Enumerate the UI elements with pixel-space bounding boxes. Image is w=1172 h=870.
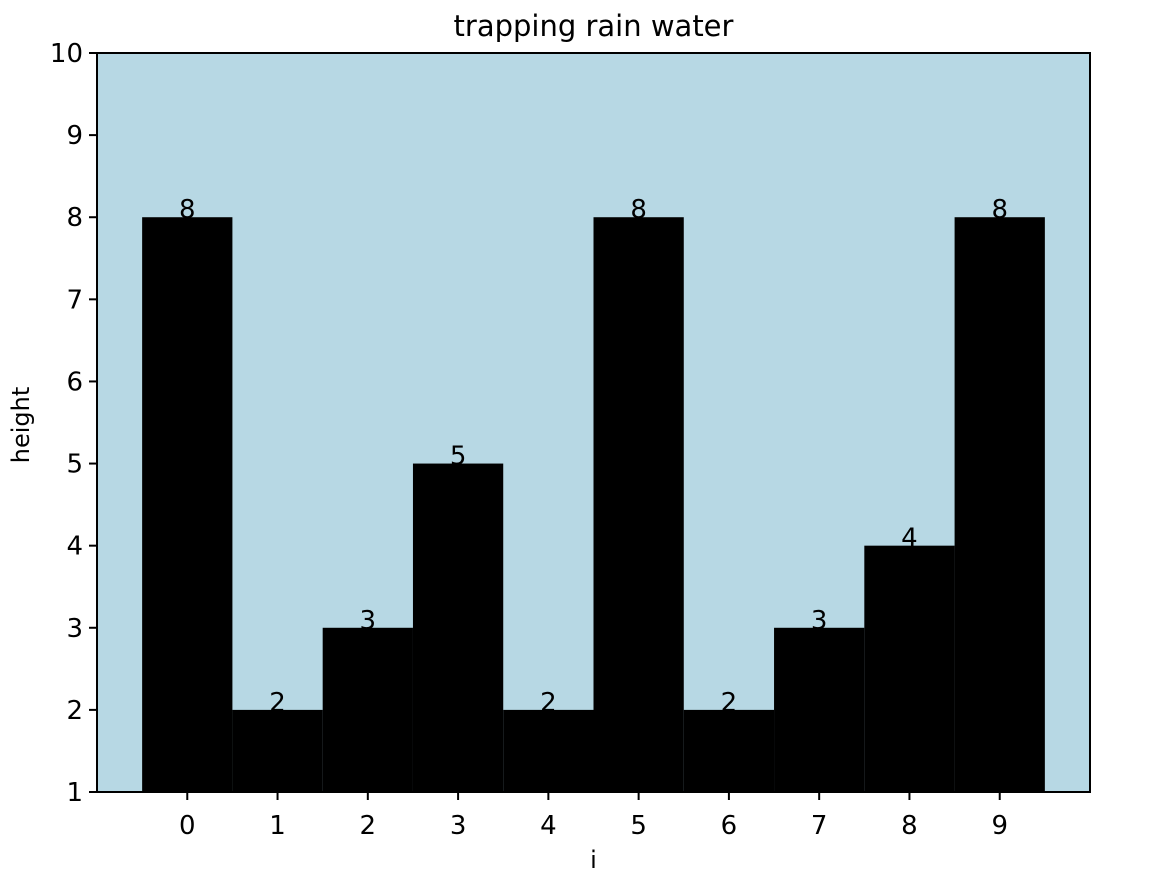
x-tick-label-2: 2 bbox=[360, 811, 377, 841]
y-axis-ticks: 1 2 3 4 5 6 7 8 9 10 bbox=[50, 39, 97, 808]
x-tick-label-5: 5 bbox=[630, 811, 647, 841]
data-label-0: 8 bbox=[179, 195, 196, 225]
data-label-4: 2 bbox=[540, 688, 557, 718]
data-label-6: 2 bbox=[721, 688, 738, 718]
bar-9 bbox=[954, 217, 1045, 792]
bar-3 bbox=[412, 463, 504, 792]
bars-group bbox=[142, 217, 1045, 792]
bar-4 bbox=[503, 709, 594, 792]
plot-frame bbox=[96, 52, 1091, 793]
data-label-9: 8 bbox=[991, 195, 1008, 225]
x-tick-label-1: 1 bbox=[269, 811, 286, 841]
y-tick-label-6: 6 bbox=[66, 367, 83, 397]
bar-1 bbox=[232, 709, 323, 792]
data-label-7: 3 bbox=[811, 606, 828, 636]
y-tick-label-7: 7 bbox=[66, 285, 83, 315]
x-axis-label: i bbox=[590, 846, 597, 870]
x-tick-label-3: 3 bbox=[450, 811, 467, 841]
y-tick-label-10: 10 bbox=[50, 39, 83, 69]
data-labels-group: 8 2 3 5 2 8 2 3 4 8 bbox=[179, 195, 1008, 718]
x-tick-label-4: 4 bbox=[540, 811, 557, 841]
x-tick-label-6: 6 bbox=[721, 811, 738, 841]
y-tick-label-9: 9 bbox=[66, 121, 83, 151]
x-tick-label-0: 0 bbox=[179, 811, 196, 841]
bar-6 bbox=[683, 709, 775, 792]
y-tick-label-1: 1 bbox=[66, 778, 83, 808]
y-axis-label: height bbox=[7, 387, 35, 464]
y-tick-label-2: 2 bbox=[66, 696, 83, 726]
bar-7 bbox=[774, 627, 865, 792]
bar-0 bbox=[142, 217, 233, 792]
y-tick-label-3: 3 bbox=[66, 614, 83, 644]
data-label-2: 3 bbox=[360, 606, 377, 636]
data-label-1: 2 bbox=[269, 688, 286, 718]
x-tick-label-7: 7 bbox=[811, 811, 828, 841]
x-axis-ticks: 0 1 2 3 4 5 6 7 8 9 bbox=[179, 792, 1008, 841]
x-tick-label-8: 8 bbox=[901, 811, 918, 841]
data-label-5: 8 bbox=[630, 195, 647, 225]
y-tick-label-5: 5 bbox=[66, 450, 83, 480]
bar-2 bbox=[322, 627, 413, 792]
chart-title: trapping rain water bbox=[454, 9, 734, 43]
data-label-8: 4 bbox=[901, 524, 918, 554]
bar-5 bbox=[593, 217, 684, 792]
y-tick-label-4: 4 bbox=[66, 532, 83, 562]
x-tick-label-9: 9 bbox=[991, 811, 1008, 841]
bar-8 bbox=[864, 545, 955, 792]
y-tick-label-8: 8 bbox=[66, 203, 83, 233]
data-label-3: 5 bbox=[450, 442, 467, 472]
